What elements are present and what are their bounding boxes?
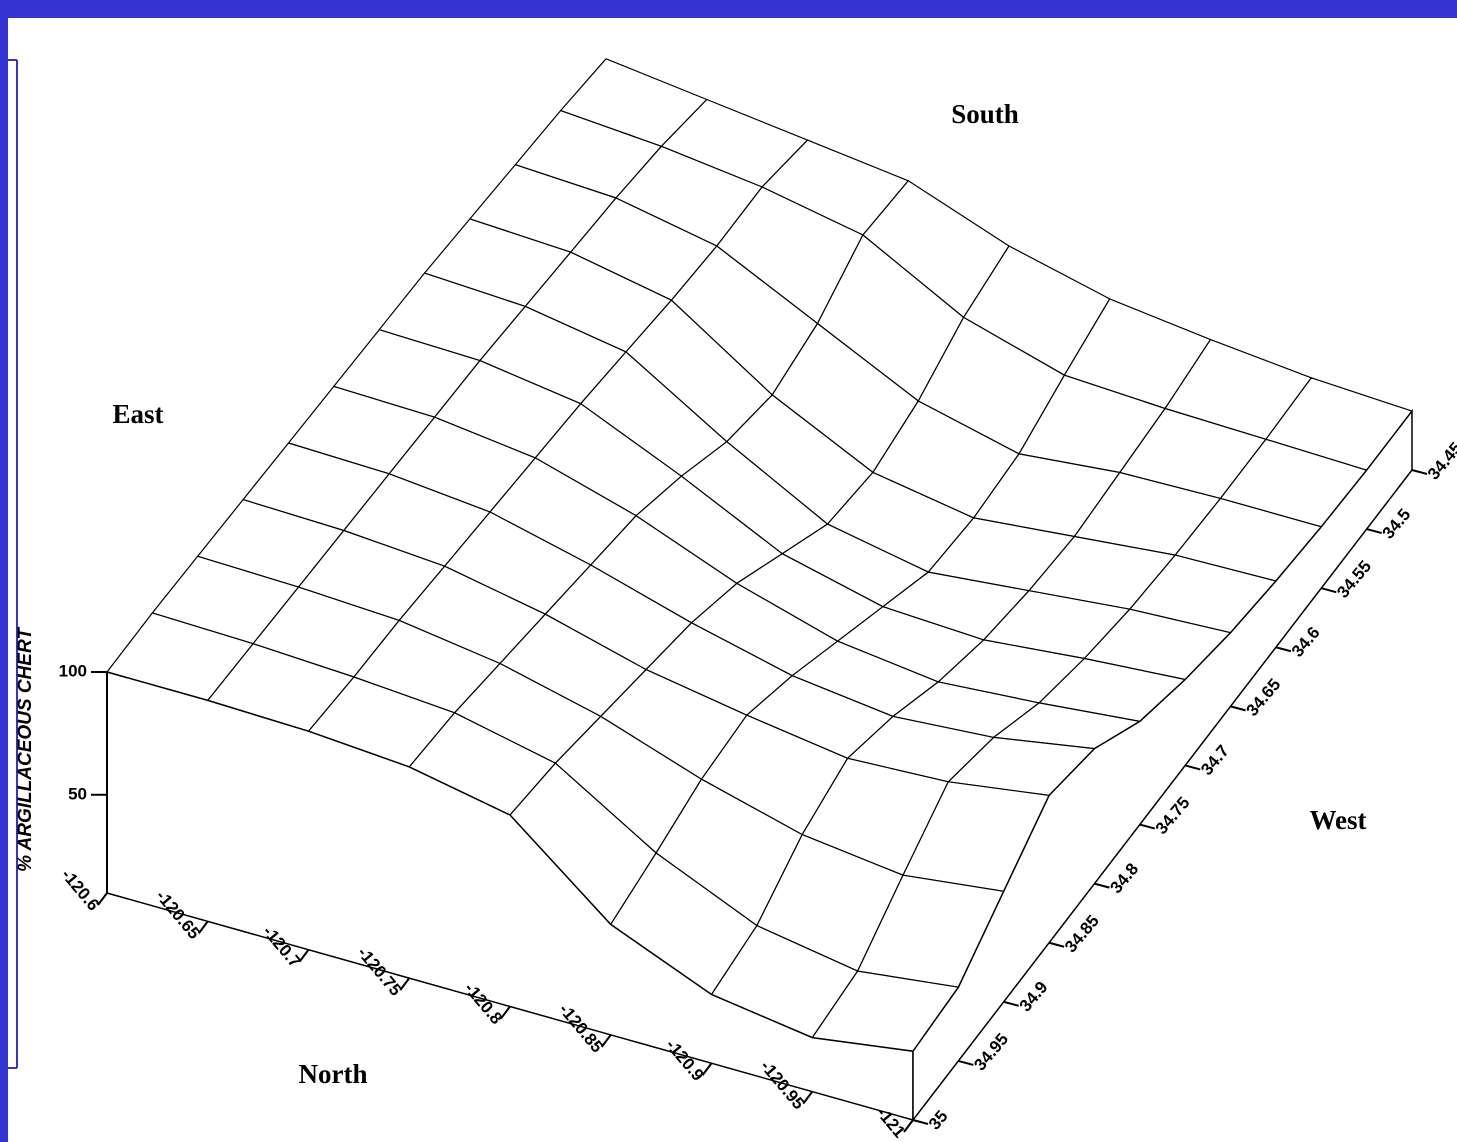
z-tick-label: 100 bbox=[59, 661, 87, 680]
y-tick bbox=[1184, 764, 1201, 771]
x-tick-label: -120.6 bbox=[58, 865, 104, 914]
direction-label: East bbox=[112, 399, 163, 429]
y-tick-label: 34.5 bbox=[1379, 505, 1415, 543]
front-face bbox=[106, 671, 914, 1121]
x-tick bbox=[399, 977, 411, 991]
y-tick-label: 34.6 bbox=[1288, 623, 1324, 661]
y-tick-label: 34.7 bbox=[1197, 741, 1233, 779]
z-axis-label: % ARGILLACEOUS CHERT bbox=[15, 627, 36, 872]
y-tick bbox=[1275, 646, 1292, 653]
x-tick bbox=[298, 949, 310, 963]
direction-label: North bbox=[299, 1059, 368, 1089]
x-tick bbox=[97, 892, 108, 906]
right-face bbox=[912, 408, 1413, 1123]
y-tick bbox=[1411, 469, 1428, 475]
y-tick bbox=[1139, 823, 1156, 830]
z-tick-label: 50 bbox=[68, 784, 87, 803]
direction-label: West bbox=[1310, 805, 1367, 835]
y-tick bbox=[1094, 882, 1110, 889]
direction-label: South bbox=[951, 99, 1019, 129]
surface bbox=[106, 58, 1413, 1123]
y-tick-label: 34.8 bbox=[1106, 860, 1142, 898]
x-tick bbox=[701, 1062, 713, 1076]
y-tick-label: 35 bbox=[925, 1107, 952, 1134]
y-tick bbox=[1366, 528, 1382, 535]
y-tick bbox=[1048, 941, 1065, 948]
x-tick bbox=[197, 920, 209, 934]
y-tick bbox=[1321, 587, 1337, 594]
y-tick bbox=[912, 1119, 929, 1125]
y-tick bbox=[958, 1059, 974, 1066]
y-tick bbox=[1230, 705, 1246, 712]
y-tick-label: 34.9 bbox=[1016, 978, 1052, 1016]
y-tick-label: 34.45 bbox=[1424, 439, 1457, 484]
x-tick bbox=[802, 1091, 814, 1105]
x-tick bbox=[903, 1119, 914, 1133]
y-tick bbox=[1003, 1000, 1019, 1007]
x-tick bbox=[500, 1005, 511, 1020]
chart: South East West North % ARGILLACEOUS CHE… bbox=[8, 18, 1457, 1142]
x-tick bbox=[600, 1034, 612, 1048]
